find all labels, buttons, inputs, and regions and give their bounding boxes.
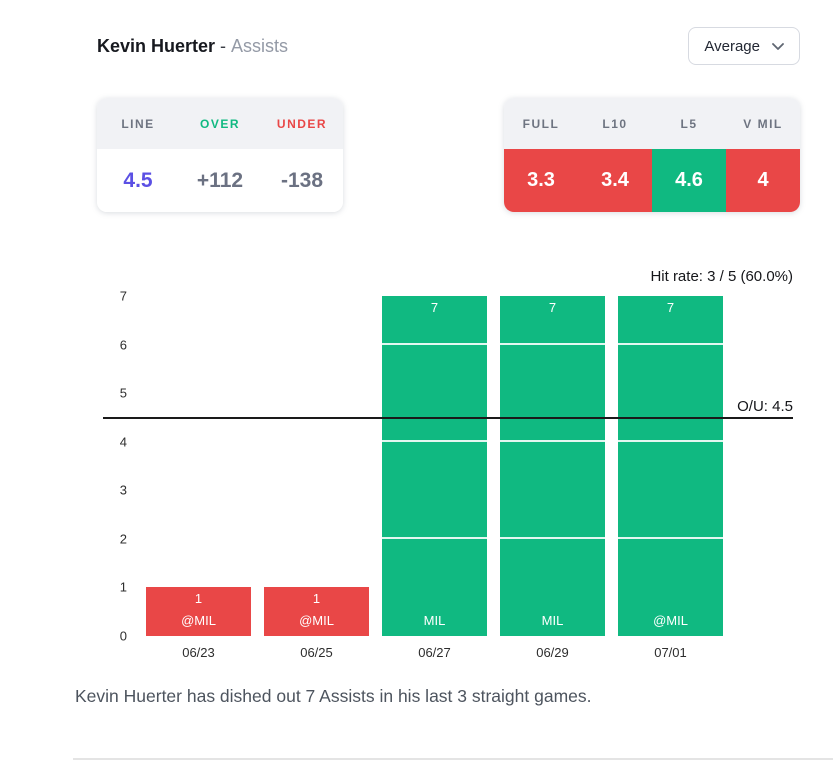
title-separator: - xyxy=(220,35,227,56)
x-axis-label-07/01: 07/01 xyxy=(654,645,687,660)
bar-segment-divider xyxy=(618,342,723,345)
y-axis-label-7: 7 xyxy=(119,288,127,304)
y-axis-label-2: 2 xyxy=(119,531,127,547)
split-cell-full: 3.3 xyxy=(504,149,578,212)
bar-opponent-label: MIL xyxy=(541,613,564,628)
bar-07/01[interactable]: 7 @MIL xyxy=(618,296,723,636)
y-axis-label-3: 3 xyxy=(119,482,127,498)
title-row: Kevin Huerter - Assists Average xyxy=(97,27,800,65)
chevron-down-icon xyxy=(772,42,784,50)
bar-06/27[interactable]: 7 MIL xyxy=(382,296,487,636)
split-header-l10: L10 xyxy=(602,116,628,131)
bar-value-label: 7 xyxy=(548,300,557,315)
bar-segment-divider xyxy=(618,536,723,539)
page-title: Kevin Huerter - Assists xyxy=(97,36,288,57)
y-axis-label-0: 0 xyxy=(119,628,127,644)
y-axis-label-1: 1 xyxy=(119,579,127,595)
splits-panel-values: 3.3 3.4 4.6 4 xyxy=(504,149,800,212)
over-under-label: O/U: 4.5 xyxy=(737,398,793,416)
line-value: 4.5 xyxy=(123,168,153,192)
bar-segment-divider xyxy=(500,342,605,345)
player-name: Kevin Huerter xyxy=(97,35,216,56)
line-panel-values: 4.5 +112 -138 xyxy=(97,149,343,212)
bar-segment-divider xyxy=(500,536,605,539)
hit-rate-label: Hit rate: 3 / 5 (60.0%) xyxy=(650,268,793,285)
bar-opponent-label: @MIL xyxy=(653,613,688,628)
bar-06/29[interactable]: 7 MIL xyxy=(500,296,605,636)
bar-column-06/25: 1 @MIL 06/25 xyxy=(264,296,369,660)
split-cell-l10: 3.4 xyxy=(578,149,652,212)
stat-panels-row: LINE OVER UNDER 4.5 +112 -138 FULL L10 L… xyxy=(97,98,800,212)
y-axis-label-5: 5 xyxy=(119,385,127,401)
bar-segment-divider xyxy=(382,439,487,442)
insight-summary: Kevin Huerter has dished out 7 Assists i… xyxy=(75,686,592,706)
bar-column-06/23: 1 @MIL 06/23 xyxy=(146,296,251,660)
bar-06/25[interactable]: 1 @MIL xyxy=(264,587,369,636)
section-divider xyxy=(73,758,833,760)
bar-value-label: 1 xyxy=(312,591,321,607)
bar-value-label: 1 xyxy=(194,591,203,607)
over-header-label: OVER xyxy=(199,116,240,131)
under-header-label: UNDER xyxy=(276,116,328,131)
bar-opponent-label: @MIL xyxy=(181,613,216,628)
x-axis-label-06/23: 06/23 xyxy=(182,645,215,660)
over-under-line xyxy=(103,417,793,420)
bar-column-06/29: 7 MIL 06/29 xyxy=(500,296,605,660)
bar-06/23[interactable]: 1 @MIL xyxy=(146,587,251,636)
bar-value-label: 7 xyxy=(430,300,439,315)
x-axis-label-06/27: 06/27 xyxy=(418,645,451,660)
x-axis-label-06/29: 06/29 xyxy=(536,645,569,660)
bar-segment-divider xyxy=(500,439,605,442)
line-header-label: LINE xyxy=(121,116,155,131)
y-axis-label-4: 4 xyxy=(119,434,127,450)
average-dropdown-label: Average xyxy=(704,37,760,55)
split-header-l5: L5 xyxy=(680,116,698,131)
split-header-full: FULL xyxy=(522,116,560,131)
bar-opponent-label: @MIL xyxy=(299,613,334,628)
stat-name: Assists xyxy=(231,35,289,56)
split-header-vmil: V MIL xyxy=(743,116,783,131)
bar-value-label: 7 xyxy=(666,300,675,315)
bar-segment-divider xyxy=(382,342,487,345)
splits-panel-header: FULL L10 L5 V MIL xyxy=(504,98,800,149)
line-panel-header: LINE OVER UNDER xyxy=(97,98,343,149)
main-content: Kevin Huerter - Assists Average LINE OVER … xyxy=(97,27,800,660)
plot-area: O/U: 4.5 0 1 2 3 4 5 6 7 1 @MIL 06/23 1 @MIL 06/25 7 MI… xyxy=(103,290,793,660)
over-odds-value: +112 xyxy=(196,168,244,192)
bar-opponent-label: MIL xyxy=(423,613,446,628)
bar-segment-divider xyxy=(382,536,487,539)
bar-column-06/27: 7 MIL 06/27 xyxy=(382,296,487,660)
under-odds-value: -138 xyxy=(280,168,324,192)
y-axis-label-6: 6 xyxy=(119,337,127,353)
split-cell-vmil: 4 xyxy=(726,149,800,212)
bar-column-07/01: 7 @MIL 07/01 xyxy=(618,296,723,660)
x-axis-label-06/25: 06/25 xyxy=(300,645,333,660)
average-dropdown[interactable]: Average xyxy=(688,27,800,65)
bar-chart: Hit rate: 3 / 5 (60.0%) O/U: 4.5 0 1 2 3 4 5 6… xyxy=(97,268,800,660)
split-cell-l5: 4.6 xyxy=(652,149,726,212)
bar-segment-divider xyxy=(618,439,723,442)
splits-panel: FULL L10 L5 V MIL 3.3 3.4 4.6 4 xyxy=(504,98,800,212)
line-odds-panel: LINE OVER UNDER 4.5 +112 -138 xyxy=(97,98,343,212)
